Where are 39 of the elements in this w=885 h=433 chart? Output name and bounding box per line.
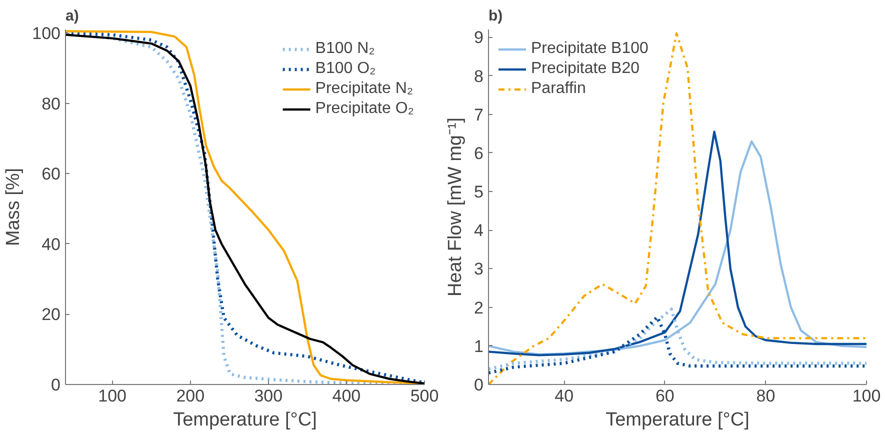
y-tick-label: 0 (474, 376, 484, 394)
y-tick-label: 1 (474, 336, 484, 356)
chart-title: a) (66, 8, 79, 24)
y-tick-label: 100 (32, 24, 61, 44)
chart-title: b) (488, 8, 503, 24)
legend-label: Precipitate B100 (531, 40, 648, 58)
legend-label: B100 O₂ (315, 60, 376, 78)
legend-label: Precipitate O₂ (315, 100, 414, 118)
y-axis-title: Heat Flow [mW mg⁻¹] (445, 117, 466, 297)
y-axis-title: Mass [%] (3, 168, 24, 246)
y-tick-label: 7 (474, 105, 484, 124)
y-tick-label: 0 (51, 376, 61, 394)
legend-label: Paraffin (531, 80, 586, 98)
x-tick-label: 500 (410, 386, 439, 406)
y-tick-label: 8 (474, 66, 484, 86)
x-tick-label: 300 (254, 386, 283, 406)
line-series (488, 32, 866, 384)
x-tick-label: 60 (655, 386, 674, 406)
x-tick-label: 80 (756, 386, 776, 406)
y-tick-label: 4 (474, 221, 484, 240)
x-tick-label: 100 (98, 386, 127, 406)
y-tick-label: 9 (474, 28, 484, 48)
x-axis-title: Temperature [°C] (173, 410, 317, 430)
y-tick-label: 40 (42, 234, 61, 254)
legend-label: Precipitate N₂ (315, 80, 414, 98)
y-tick-label: 80 (42, 94, 61, 114)
legend-label: B100 N₂ (315, 40, 375, 58)
x-tick-label: 100 (852, 386, 881, 406)
y-tick-label: 2 (474, 298, 484, 318)
y-tick-label: 6 (474, 144, 484, 163)
y-tick-label: 3 (474, 260, 484, 279)
x-tick-label: 40 (554, 386, 574, 406)
x-axis-title: Temperature [°C] (606, 410, 750, 430)
y-tick-label: 20 (42, 305, 61, 324)
y-tick-label: 5 (474, 182, 484, 202)
x-tick-label: 200 (176, 386, 205, 406)
legend-label: Precipitate B20 (531, 60, 640, 78)
x-tick-label: 400 (332, 386, 361, 406)
y-tick-label: 60 (42, 164, 61, 184)
